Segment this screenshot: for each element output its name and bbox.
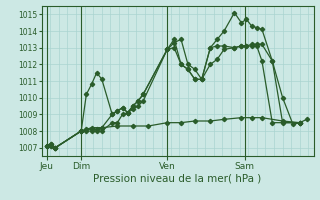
X-axis label: Pression niveau de la mer( hPa ): Pression niveau de la mer( hPa ) bbox=[93, 173, 262, 183]
